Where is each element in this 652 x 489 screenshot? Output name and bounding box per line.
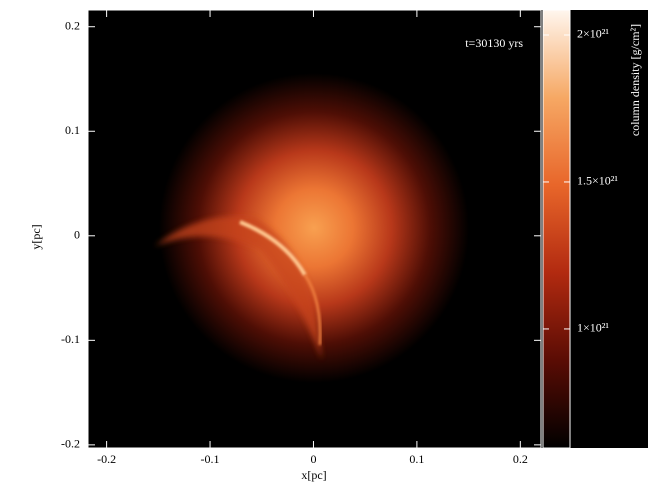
y-axis-label: y[pc]: [29, 224, 43, 249]
shell: [155, 216, 322, 360]
colorbar: [542, 9, 571, 449]
x-tick-label: -0.1: [201, 452, 220, 466]
annotation: t=30130 yrs: [465, 36, 523, 50]
x-tick-label: 0.1: [409, 452, 424, 466]
shell-edge: [239, 220, 307, 276]
x-tick-label: 0.2: [513, 452, 528, 466]
colorbar-tick-label: 1×10²¹: [577, 321, 609, 335]
plot-frame: [87, 9, 542, 449]
y-tick-label: -0.2: [61, 437, 80, 451]
y-tick-label: -0.1: [61, 332, 80, 346]
x-tick-label: 0: [310, 452, 316, 466]
colorbar-label: column density [g/cm²]: [628, 24, 642, 136]
shell-edge: [303, 274, 322, 346]
x-axis-label: x[pc]: [301, 468, 326, 482]
x-tick-label: -0.2: [97, 452, 116, 466]
y-tick-label: 0.1: [65, 123, 80, 137]
y-tick-label: 0.2: [65, 18, 80, 32]
colorbar-tick-label: 1.5×10²¹: [577, 174, 618, 188]
colorbar-tick-label: 2×10²¹: [577, 27, 609, 41]
y-tick-label: 0: [74, 228, 80, 242]
density-glow: [159, 73, 469, 383]
